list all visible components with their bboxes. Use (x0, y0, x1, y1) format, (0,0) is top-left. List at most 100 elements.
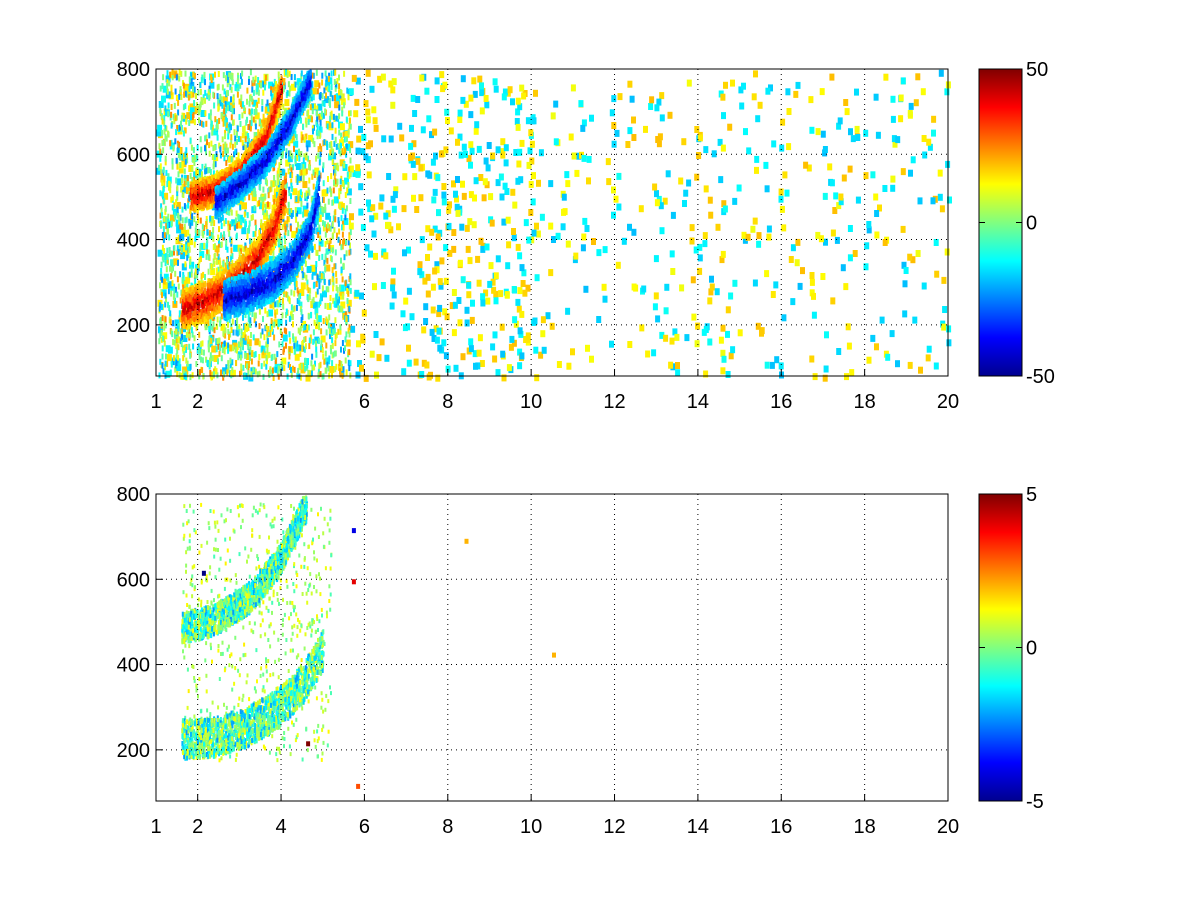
heatmap-cell (354, 289, 360, 297)
heatmap-cell (186, 175, 189, 182)
heatmap-cell (837, 117, 843, 125)
heatmap-cell (340, 98, 346, 106)
heatmap-cell (591, 238, 596, 245)
heatmap-cell (890, 184, 896, 192)
heatmap-cell (495, 146, 501, 154)
heatmap-cell (659, 331, 665, 339)
heatmap-cell (256, 139, 258, 145)
heatmap-cell (231, 219, 237, 227)
heatmap-cell (249, 125, 252, 132)
heatmap-cell (312, 301, 318, 309)
heatmap-cell (263, 334, 266, 341)
heatmap-cell (198, 331, 201, 338)
heatmap-cell (581, 154, 587, 162)
heatmap-cell (348, 141, 354, 149)
heatmap-cell (166, 254, 169, 260)
heatmap-cell (901, 261, 907, 269)
heatmap-cell (718, 176, 724, 184)
heatmap-cell (269, 134, 272, 140)
heatmap-cell (171, 204, 174, 211)
heatmap-cell (280, 240, 283, 247)
heatmap-cell (246, 228, 249, 234)
heatmap-cell (457, 259, 463, 267)
heatmap-cell (693, 246, 699, 254)
heatmap-cell (369, 215, 375, 223)
heatmap-cell (262, 316, 264, 323)
heatmap-cell (390, 195, 396, 203)
heatmap-cell (214, 116, 217, 123)
heatmap-cell (584, 225, 590, 232)
heatmap-cell (402, 173, 408, 181)
heatmap-cell (836, 202, 842, 210)
heatmap-cell (300, 131, 303, 138)
heatmap-cell (339, 203, 341, 210)
heatmap-cell (220, 96, 223, 103)
heatmap-cell (187, 94, 190, 101)
heatmap-cell (454, 203, 460, 211)
heatmap-cell (511, 339, 517, 347)
heatmap-cell (188, 343, 191, 350)
heatmap-cell (478, 237, 484, 245)
heatmap-cell (393, 186, 399, 194)
heatmap-cell (701, 328, 707, 336)
heatmap-cell (330, 256, 333, 263)
heatmap-cell (235, 210, 238, 217)
heatmap-cell (324, 266, 327, 273)
heatmap-cell (580, 244, 586, 252)
heatmap-cell (236, 78, 239, 85)
heatmap-cell (331, 247, 334, 254)
heatmap-cell (164, 133, 167, 140)
heatmap-cell (446, 222, 452, 230)
heatmap-cell (525, 284, 531, 292)
heatmap-cell (773, 281, 779, 289)
heatmap-cell (262, 81, 265, 88)
heatmap-cell (292, 333, 294, 340)
heatmap-cell (295, 195, 298, 202)
heatmap-cell (725, 371, 731, 378)
heatmap-cell (343, 254, 346, 261)
heatmap-cell (464, 224, 470, 232)
heatmap-cell (225, 75, 228, 82)
heatmap-cell (240, 78, 243, 85)
heatmap-cell (249, 238, 252, 245)
heatmap-cell (472, 350, 478, 358)
heatmap-cell (225, 167, 227, 173)
heatmap-cell (515, 123, 521, 131)
heatmap-cell (458, 151, 464, 159)
heatmap-cell (256, 80, 262, 88)
heatmap-cell (533, 346, 539, 354)
heatmap-cell (222, 72, 225, 79)
heatmap-cell (288, 315, 291, 322)
heatmap-cell (326, 85, 329, 92)
heatmap-cell (659, 114, 665, 122)
heatmap-cell (171, 158, 174, 165)
heatmap-cell (436, 310, 442, 318)
heatmap-cell (316, 133, 319, 140)
heatmap-cell (192, 262, 195, 269)
heatmap-cell (201, 357, 204, 364)
heatmap-cell (185, 118, 188, 125)
heatmap-cell (742, 236, 748, 244)
heatmap-cell (230, 163, 233, 169)
heatmap-cell (229, 362, 232, 369)
heatmap-cell (270, 318, 273, 325)
heatmap-cell (205, 167, 208, 174)
heatmap-cell (409, 313, 415, 321)
heatmap-cell (473, 362, 478, 370)
heatmap-cell (200, 273, 203, 280)
heatmap-cell (333, 327, 336, 334)
heatmap-cell (287, 168, 290, 175)
heatmap-cell (247, 335, 250, 342)
heatmap-cell (653, 292, 659, 300)
heatmap-cell (330, 110, 333, 117)
heatmap-cell (301, 341, 304, 347)
heatmap-cell (212, 160, 215, 167)
heatmap-cell (258, 323, 261, 330)
heatmap-cell (440, 85, 446, 93)
heatmap-cell (452, 301, 458, 309)
heatmap-cell (251, 214, 254, 221)
heatmap-cell (337, 236, 340, 243)
heatmap-cell (446, 206, 452, 214)
heatmap-cell (175, 353, 178, 360)
heatmap-cell (302, 123, 305, 130)
